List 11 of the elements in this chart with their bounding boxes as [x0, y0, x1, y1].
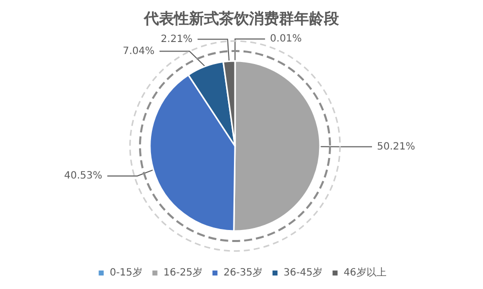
data-label: 50.21%: [376, 141, 416, 152]
data-label: 7.04%: [122, 46, 154, 57]
data-label: 2.21%: [160, 34, 193, 45]
legend-label: 46岁以上: [344, 266, 386, 278]
legend-label: 36-45岁: [284, 266, 323, 278]
chart-title: 代表性新式茶饮消费群年龄段: [143, 10, 340, 28]
data-label: 0.01%: [270, 34, 302, 44]
legend-label: 26-35岁: [223, 266, 263, 278]
legend-label: 0-15岁: [110, 266, 142, 278]
data-label: 40.53%: [64, 170, 102, 182]
legend-label: 16-25岁: [163, 266, 202, 278]
